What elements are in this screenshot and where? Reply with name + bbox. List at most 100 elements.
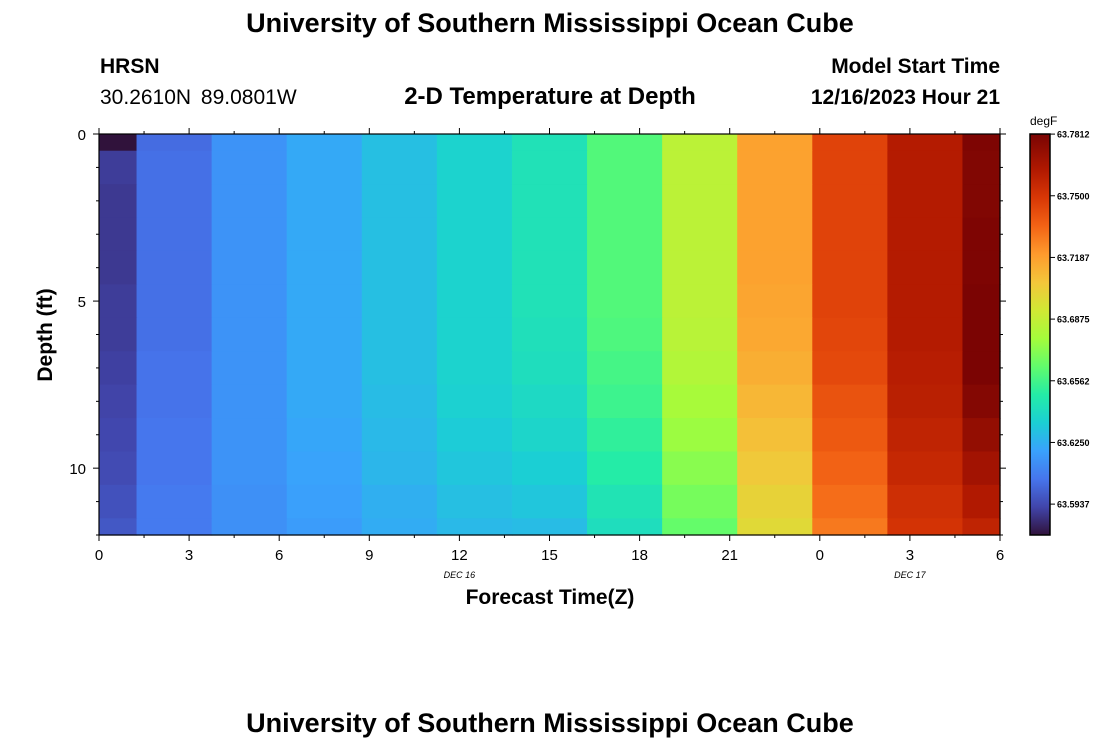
heatmap-cell: [511, 484, 588, 519]
heatmap-cell: [737, 484, 813, 519]
heatmap-cell: [587, 284, 663, 319]
heatmap-cell: [361, 451, 438, 486]
heatmap-cell: [99, 418, 138, 453]
heatmap-cell: [812, 250, 888, 285]
model-start-value: 12/16/2023 Hour 21: [810, 86, 1000, 109]
heatmap-cell: [962, 250, 1001, 285]
date-label: DEC 17: [894, 570, 927, 580]
heatmap-cell: [436, 317, 513, 352]
heatmap-cell: [812, 150, 888, 185]
heatmap-cell: [436, 134, 513, 152]
heatmap-cell: [511, 451, 588, 486]
heatmap-cell: [887, 451, 964, 486]
heatmap-cell: [286, 284, 363, 319]
heatmap-cell: [887, 250, 964, 285]
heatmap-cell: [887, 484, 964, 519]
heatmap-cell: [887, 217, 964, 252]
colorbar-tick-label: 63.7812: [1057, 130, 1090, 140]
heatmap-cell: [361, 384, 438, 419]
heatmap-cell: [887, 384, 964, 419]
chart-title: 2-D Temperature at Depth: [404, 83, 696, 110]
heatmap-cell: [211, 184, 288, 219]
heatmap-cell: [99, 317, 138, 352]
main-title: University of Southern Mississippi Ocean…: [246, 8, 854, 38]
colorbar-tick-label: 63.7500: [1057, 191, 1090, 201]
heatmap-cell: [361, 418, 438, 453]
heatmap-cell: [99, 134, 138, 152]
x-tick-label: 21: [721, 547, 738, 564]
heatmap-cell: [286, 518, 363, 536]
heatmap-cell: [99, 284, 138, 319]
heatmap-cell: [136, 134, 213, 152]
heatmap-cell: [361, 284, 438, 319]
heatmap-cell: [211, 150, 288, 185]
heatmap-cell: [662, 184, 738, 219]
y-tick-label: 5: [78, 294, 86, 311]
heatmap-cell: [99, 351, 138, 386]
heatmap-cell: [511, 418, 588, 453]
heatmap-cell: [136, 418, 213, 453]
colorbar-gradient: [1029, 133, 1051, 536]
x-tick-label: 6: [275, 547, 283, 564]
heatmap-cell: [587, 134, 663, 152]
date-label: DEC 16: [444, 570, 476, 580]
heatmap-cell: [511, 217, 588, 252]
x-tick-label: 12: [451, 547, 468, 564]
heatmap-cell: [361, 217, 438, 252]
heatmap-cell: [662, 351, 738, 386]
heatmap-cell: [99, 150, 138, 185]
heatmap-cell: [436, 150, 513, 185]
heatmap-cell: [887, 284, 964, 319]
heatmap-cell: [587, 317, 663, 352]
y-axis-label: Depth (ft): [34, 288, 57, 381]
heatmap-cell: [962, 351, 1001, 386]
heatmap-cell: [887, 150, 964, 185]
heatmap-cell: [662, 284, 738, 319]
heatmap-cell: [962, 418, 1001, 453]
model-start-label: Model Start Time: [831, 55, 1000, 78]
heatmap-cell: [887, 317, 964, 352]
colorbar-ticks: 63.7812 63.7500 63.7187 63.6875 63.6562 63.62…: [1050, 130, 1090, 510]
heatmap-cell: [136, 250, 213, 285]
heatmap-cell: [211, 518, 288, 536]
heatmap-cell: [812, 484, 888, 519]
heatmap-cell: [812, 518, 888, 536]
y-axis: 0 5 10: [69, 127, 1006, 536]
heatmap-cell: [286, 384, 363, 419]
heatmap-cell: [587, 418, 663, 453]
heatmap-cell: [737, 184, 813, 219]
heatmap-cell: [99, 451, 138, 486]
x-tick-label: 6: [996, 547, 1004, 564]
heatmap-cell: [887, 418, 964, 453]
colorbar-tick-label: 63.7187: [1057, 253, 1090, 263]
heatmap-cell: [99, 217, 138, 252]
heatmap-cell: [436, 217, 513, 252]
heatmap-cell: [136, 150, 213, 185]
heatmap-cell: [286, 250, 363, 285]
heatmap-cell: [436, 418, 513, 453]
heatmap-cell: [662, 150, 738, 185]
heatmap-cell: [812, 418, 888, 453]
heatmap-cell: [286, 134, 363, 152]
heatmap-cell: [511, 184, 588, 219]
heatmap-cell: [511, 317, 588, 352]
heatmap-cells: [99, 134, 1001, 536]
heatmap-cell: [286, 184, 363, 219]
heatmap-cell: [737, 418, 813, 453]
y-tick-label: 0: [78, 127, 86, 144]
heatmap-cell: [286, 150, 363, 185]
heatmap-cell: [962, 150, 1001, 185]
heatmap-cell: [587, 184, 663, 219]
colorbar-unit: degF: [1030, 114, 1057, 128]
x-axis: 0 3 6 9 12 15 18 21 0 3 6 DEC 16 DEC 17: [95, 128, 1004, 580]
heatmap-cell: [136, 518, 213, 536]
colorbar-tick-label: 63.6875: [1057, 315, 1090, 325]
colorbar: degF: [1029, 114, 1057, 536]
heatmap-cell: [587, 518, 663, 536]
heatmap-cell: [361, 351, 438, 386]
heatmap-cell: [436, 451, 513, 486]
x-tick-label: 9: [365, 547, 373, 564]
heatmap-cell: [286, 418, 363, 453]
heatmap-cell: [737, 150, 813, 185]
